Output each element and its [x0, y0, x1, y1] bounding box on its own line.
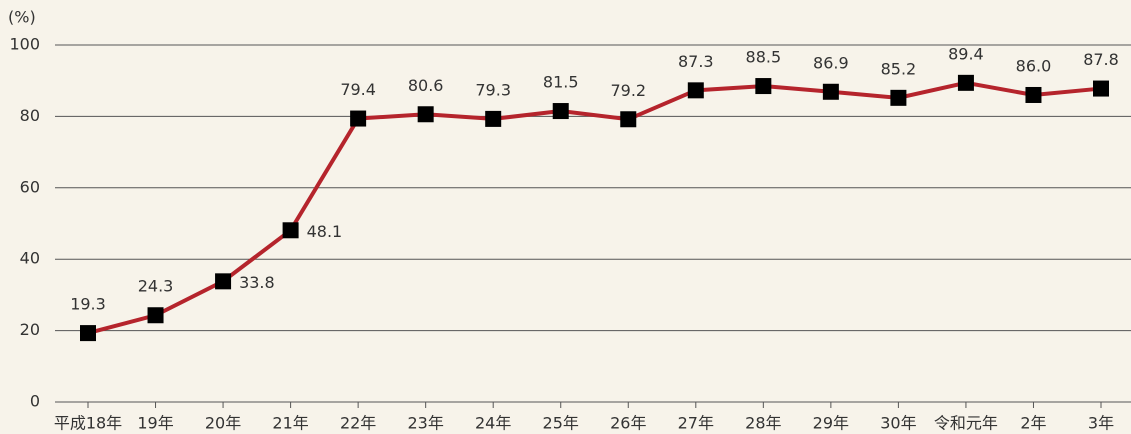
marker [417, 106, 434, 123]
data-label: 87.3 [678, 52, 714, 71]
series-line [87, 80, 1102, 336]
data-label: 87.8 [1083, 50, 1119, 69]
y-tick-label: 100 [9, 35, 40, 54]
marker [822, 83, 839, 100]
x-tick-label: 20年 [205, 414, 241, 433]
marker [147, 307, 164, 324]
data-label: 79.3 [475, 80, 511, 99]
data-label: 79.2 [610, 81, 646, 100]
data-label: 88.5 [746, 48, 782, 67]
data-label: 19.3 [70, 295, 106, 314]
marker [552, 103, 569, 120]
marker [1025, 86, 1042, 103]
data-label: 86.0 [1016, 56, 1052, 75]
data-label: 80.6 [408, 76, 444, 95]
data-label: 24.3 [138, 277, 174, 296]
x-tick-label: 24年 [475, 414, 511, 433]
x-tick-label: 27年 [678, 414, 714, 433]
x-tick-label: 令和元年 [934, 414, 998, 433]
x-tick-label: 平成18年 [54, 414, 122, 433]
data-label: 79.4 [340, 80, 376, 99]
marker [620, 111, 637, 128]
data-label: 89.4 [948, 44, 984, 63]
x-tick-label: 25年 [543, 414, 579, 433]
marker [755, 78, 772, 95]
x-tick-label: 22年 [340, 414, 376, 433]
marker [485, 110, 502, 127]
marker [1093, 80, 1109, 97]
y-axis-label: (%) [8, 8, 36, 27]
marker [350, 110, 367, 127]
data-label: 81.5 [543, 73, 579, 92]
marker [282, 222, 299, 239]
x-tick-label: 23年 [407, 414, 443, 433]
x-tick-label: 28年 [745, 414, 781, 433]
marker [687, 82, 704, 99]
marker [215, 273, 232, 290]
x-tick-label: 2年 [1020, 414, 1046, 433]
data-label: 85.2 [881, 59, 917, 78]
marker [957, 74, 974, 91]
data-label: 86.9 [813, 53, 849, 72]
x-tick-label: 3年 [1088, 414, 1114, 433]
x-tick-label: 19年 [137, 414, 173, 433]
marker [80, 325, 96, 342]
y-tick-label: 20 [20, 320, 40, 339]
y-tick-label: 0 [30, 392, 40, 411]
marker [890, 89, 907, 106]
y-tick-label: 60 [20, 177, 40, 196]
x-tick-label: 30年 [880, 414, 916, 433]
data-label: 48.1 [307, 222, 343, 241]
data-label: 33.8 [239, 273, 275, 292]
x-tick-label: 21年 [272, 414, 308, 433]
x-tick-label: 26年 [610, 414, 646, 433]
x-tick-label: 29年 [813, 414, 849, 433]
y-tick-label: 40 [20, 249, 40, 268]
y-tick-label: 80 [20, 106, 40, 125]
